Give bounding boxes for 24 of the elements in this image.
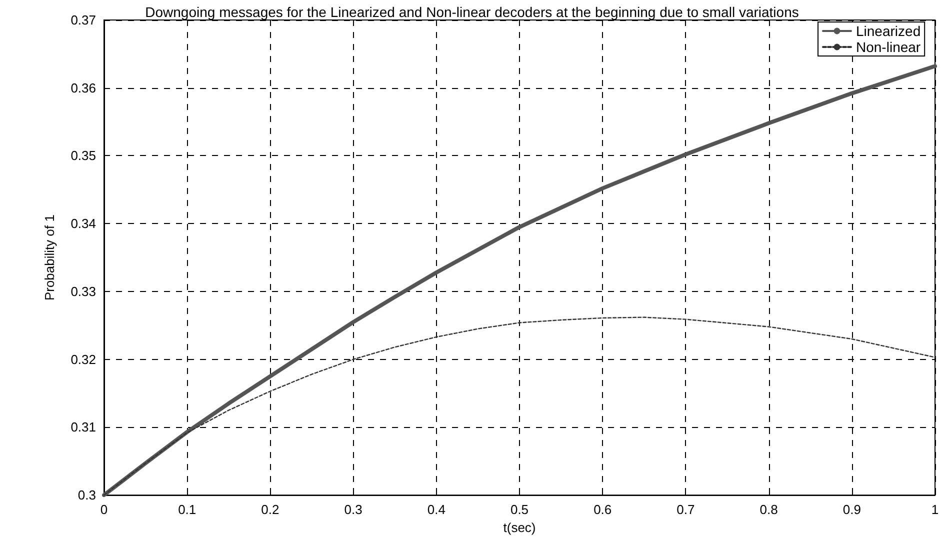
x-tick-label: 0.8: [760, 502, 778, 518]
x-tick-label: 0.5: [510, 502, 529, 518]
x-tick-label: 1: [931, 502, 939, 518]
y-tick-label: 0.36: [70, 80, 96, 96]
x-tick-label: 0.9: [842, 502, 861, 518]
y-tick-label: 0.32: [70, 352, 96, 367]
x-tick-label: 0.3: [344, 502, 362, 518]
y-tick-label: 0.37: [70, 12, 96, 28]
chart-title: Downgoing messages for the Linearized and Non-linear decoders at the beginning due to small variations: [145, 4, 799, 20]
x-axis-title: t(sec): [503, 520, 536, 535]
x-tick-label: 0.2: [261, 502, 280, 518]
legend-label: Non-linear: [856, 39, 921, 55]
x-tick-label: 0.4: [427, 502, 446, 518]
x-tick-label: 0: [100, 502, 108, 518]
y-tick-label: 0.35: [70, 148, 96, 164]
legend-label: Linearized: [856, 23, 921, 39]
y-tick-label: 0.34: [70, 216, 96, 232]
y-tick-label: 0.3: [78, 488, 96, 503]
y-tick-label: 0.31: [70, 420, 96, 435]
y-tick-label: 0.33: [70, 284, 96, 299]
x-tick-label: 0.1: [178, 502, 196, 518]
x-tick-label: 0.7: [676, 502, 695, 518]
y-axis-title: Probability of 1: [42, 214, 57, 301]
x-tick-label: 0.6: [594, 502, 612, 518]
